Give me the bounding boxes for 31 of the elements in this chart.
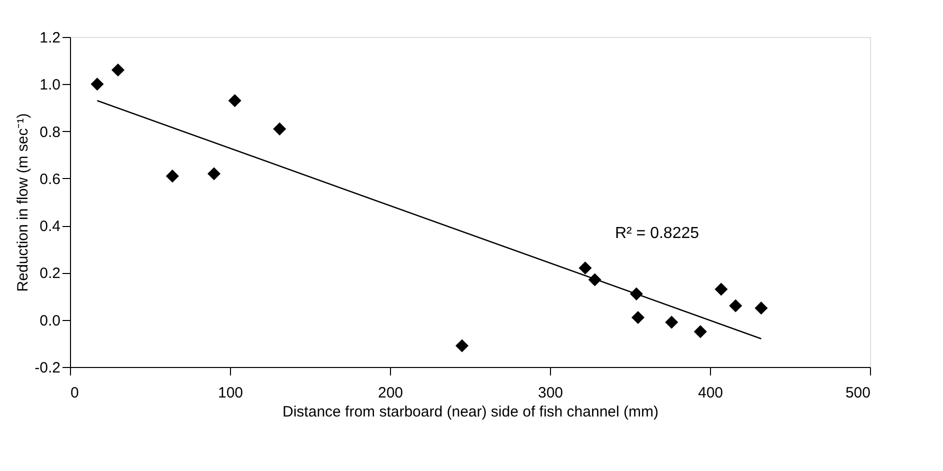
x-tick-label: 0 [70,384,79,402]
x-tick-label: 300 [538,384,564,402]
y-tick-label: 0.8 [40,124,60,141]
y-axis-title: Reduction in flow (m sec⁻¹) [14,113,32,292]
x-tick-label: 200 [378,384,404,402]
y-tick-label: 0.4 [40,218,60,236]
y-tick-label: 0.0 [40,312,60,330]
annotation: R² = 0.8225 [614,225,700,242]
point [166,170,179,183]
point [273,122,286,136]
y-tick-label: 0.6 [40,170,60,188]
y-tick-label: 0.2 [40,265,60,282]
point [665,316,678,329]
y-tick-label: 1.2 [40,30,60,46]
point [455,339,469,352]
point [228,94,242,108]
point [694,325,707,338]
point [754,302,768,315]
x-tick-label: 100 [218,384,244,402]
point [90,78,104,91]
x-axis-title: Distance from starboard (near) side of fish channel (mm) [282,404,658,420]
point [714,282,728,296]
point [578,261,592,275]
point [207,167,221,180]
point [111,63,125,77]
point [631,310,645,324]
y-tick-label: 1.0 [40,76,60,94]
x-tick-label: 500 [845,384,870,402]
x-tick-label: 400 [698,384,724,402]
point [729,299,742,312]
y-tick-label: -0.2 [34,360,60,376]
